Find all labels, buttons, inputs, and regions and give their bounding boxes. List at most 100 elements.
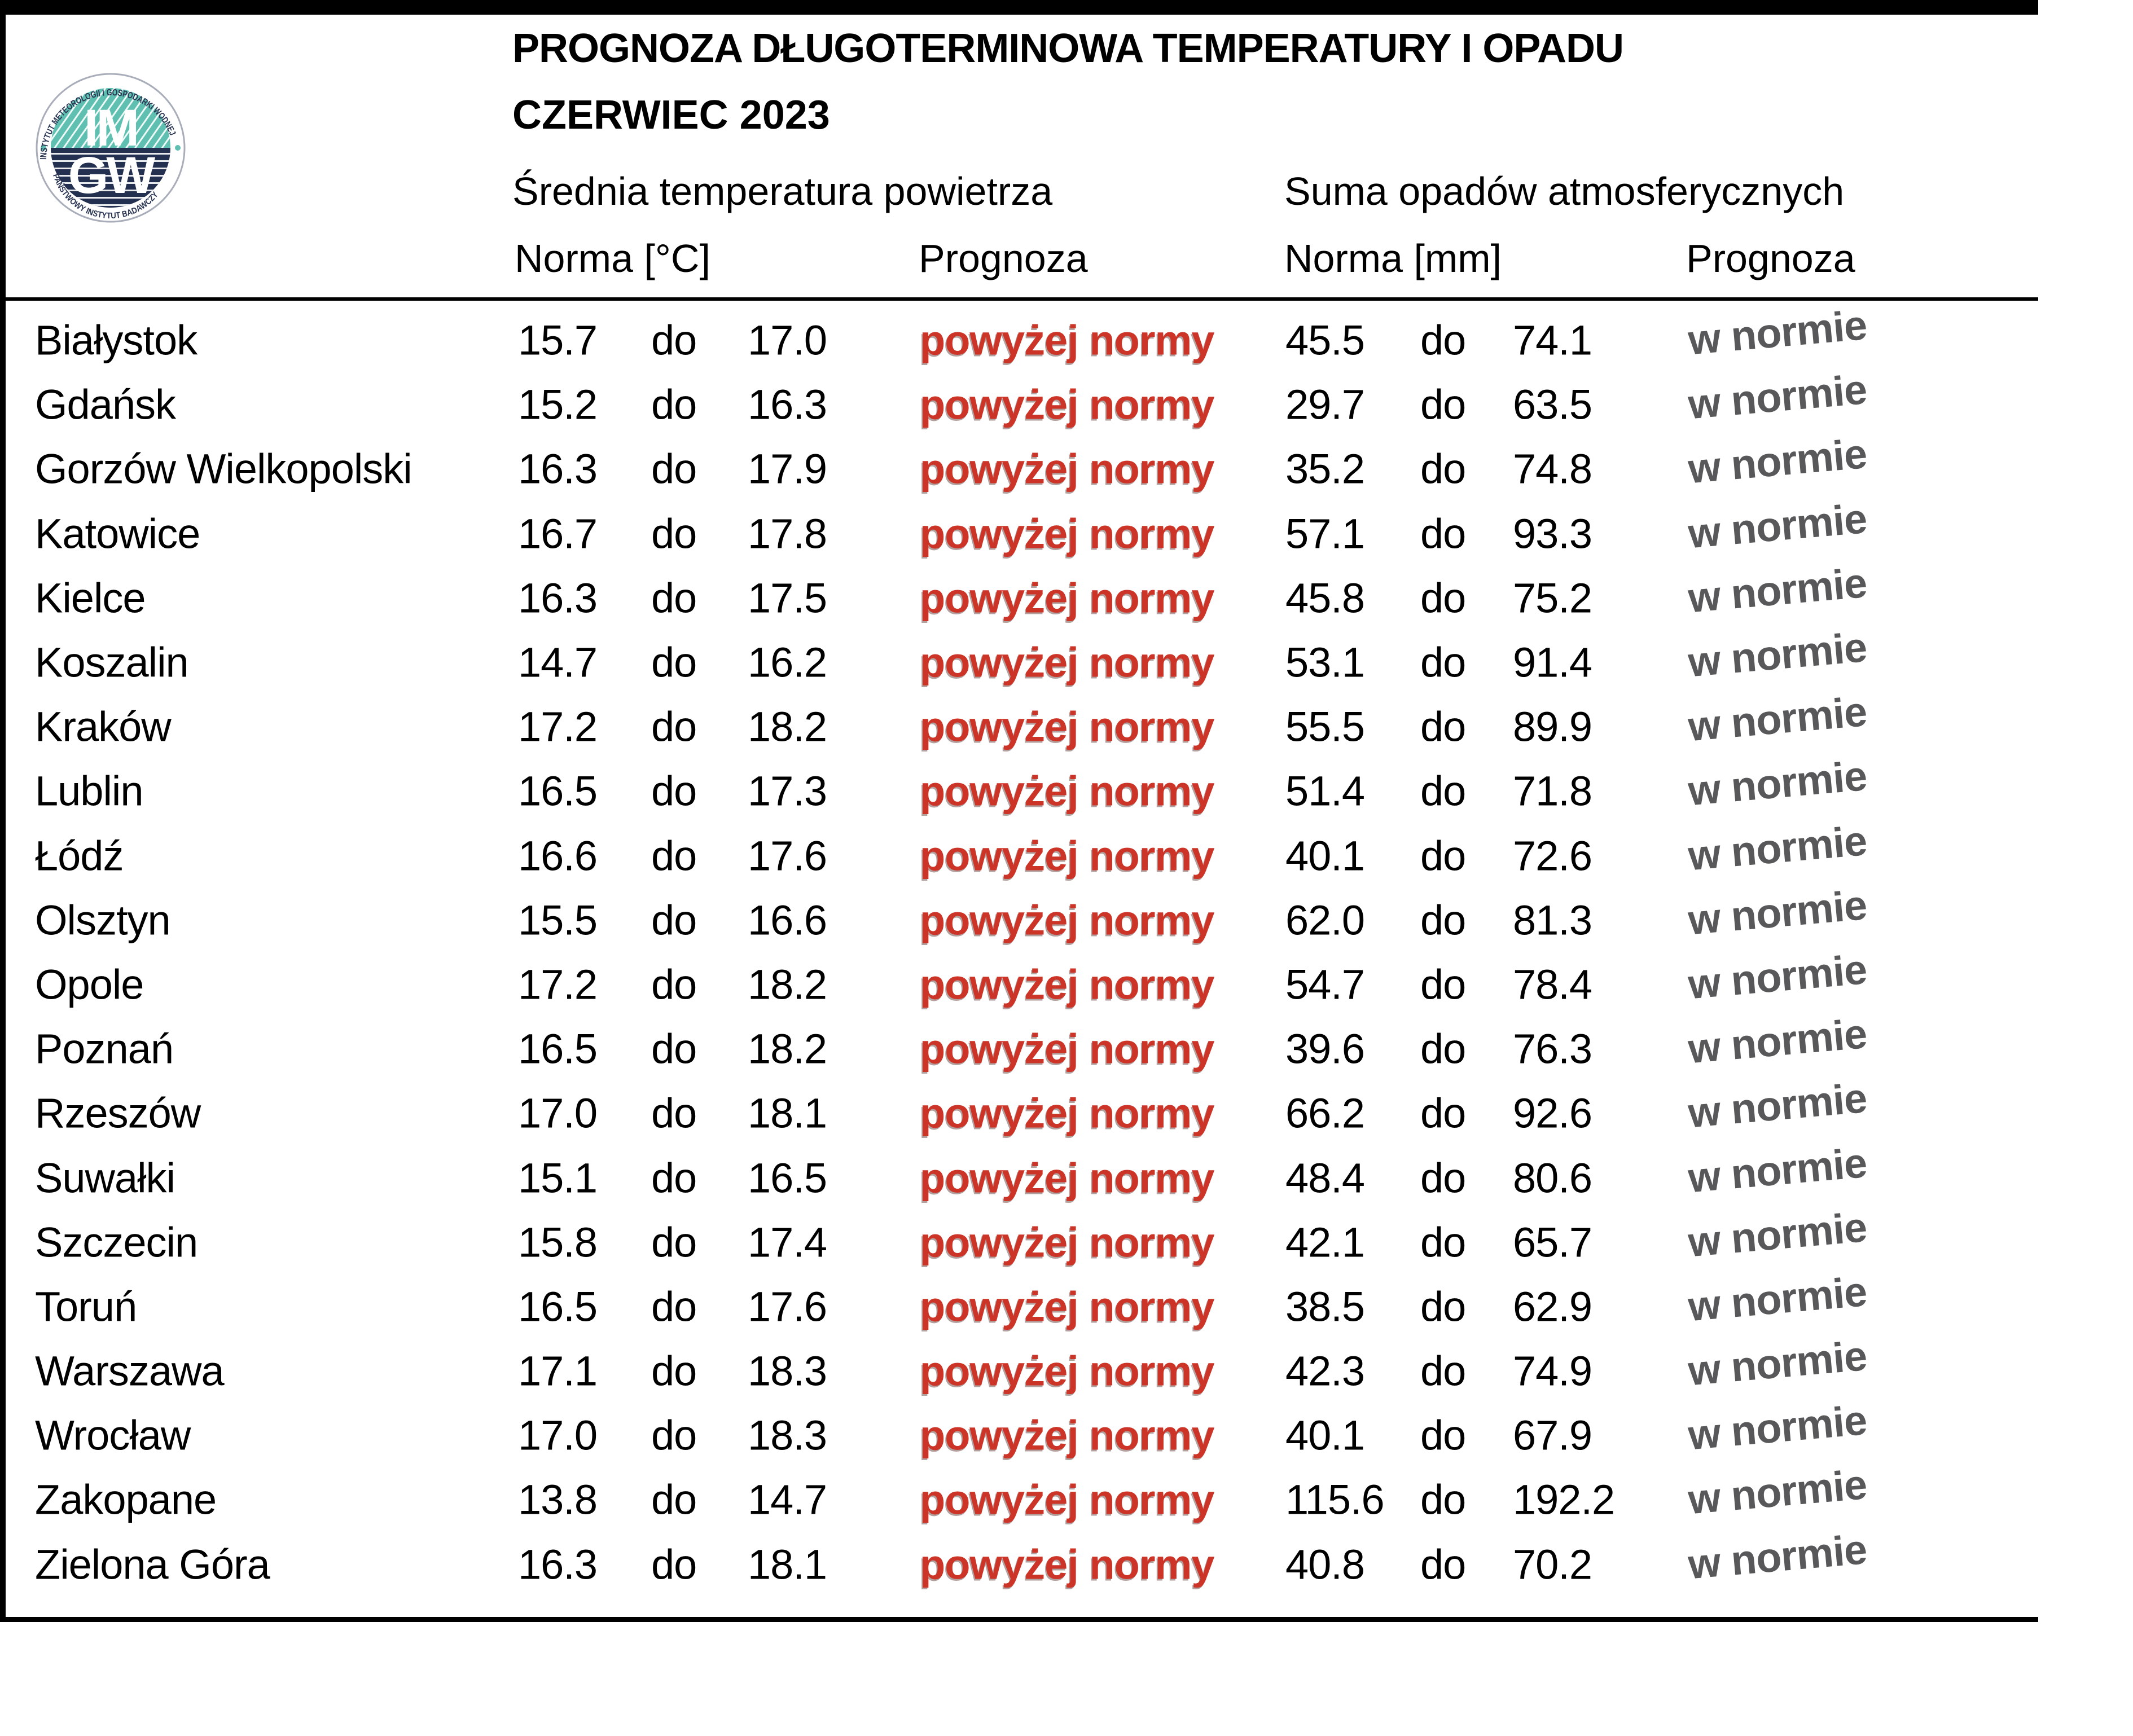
temp-norm-max: 18.1 (748, 1089, 827, 1137)
temp-range-separator: do (651, 1025, 697, 1073)
precip-norm-min: 42.1 (1285, 1219, 1365, 1266)
table-row: Białystok 15.7 do 17.0 powyżej normy 45.… (0, 301, 2133, 372)
precip-norm-min: 66.2 (1285, 1089, 1365, 1137)
temp-forecast-value: powyżej normy (920, 1476, 1215, 1523)
city-name: Kraków (35, 703, 172, 750)
precip-norm-min: 45.5 (1285, 317, 1365, 364)
precip-norm-min: 57.1 (1285, 510, 1365, 557)
city-name: Suwałki (35, 1154, 175, 1202)
city-name: Opole (35, 961, 144, 1008)
table-row: Kraków 17.2 do 18.2 powyżej normy 55.5 d… (0, 688, 2133, 759)
precip-norm-max: 89.9 (1513, 703, 1592, 750)
column-header-temp-forecast: Prognoza (919, 236, 1088, 280)
precip-norm-min: 62.0 (1285, 896, 1365, 944)
temp-range-separator: do (651, 896, 697, 944)
temp-norm-max: 17.0 (748, 317, 827, 364)
temp-range-separator: do (651, 1476, 697, 1523)
table-row: Kielce 16.3 do 17.5 powyżej normy 45.8 d… (0, 559, 2133, 630)
precip-forecast-value: w normie (1686, 1267, 1869, 1330)
precip-range-separator: do (1420, 510, 1466, 557)
precip-norm-max: 65.7 (1513, 1219, 1592, 1266)
precip-forecast-value: w normie (1686, 688, 1869, 750)
temp-forecast-value: powyżej normy (920, 832, 1215, 880)
temp-range-separator: do (651, 1089, 697, 1137)
temp-norm-min: 16.3 (518, 445, 598, 493)
precip-forecast-value: w normie (1686, 816, 1869, 879)
temp-norm-min: 16.5 (518, 767, 598, 815)
temp-range-separator: do (651, 1154, 697, 1202)
precip-range-separator: do (1420, 961, 1466, 1008)
temp-forecast-value: powyżej normy (920, 703, 1215, 750)
precip-forecast-value: w normie (1686, 881, 1869, 944)
temp-norm-max: 18.3 (748, 1347, 827, 1395)
table-row: Olsztyn 15.5 do 16.6 powyżej normy 62.0 … (0, 881, 2133, 952)
temp-range-separator: do (651, 510, 697, 557)
temp-norm-min: 15.7 (518, 317, 598, 364)
temp-norm-max: 17.4 (748, 1219, 827, 1266)
precip-norm-max: 91.4 (1513, 639, 1592, 686)
column-header-precip-forecast: Prognoza (1686, 236, 1855, 280)
precip-norm-max: 67.9 (1513, 1412, 1592, 1459)
temp-norm-max: 17.9 (748, 445, 827, 493)
precip-forecast-value: w normie (1686, 301, 1869, 364)
temp-range-separator: do (651, 574, 697, 622)
precip-range-separator: do (1420, 703, 1466, 750)
city-name: Warszawa (35, 1347, 225, 1395)
forecast-rows: Białystok 15.7 do 17.0 powyżej normy 45.… (0, 301, 2133, 1597)
top-border-rule (0, 0, 2038, 15)
precip-norm-min: 45.8 (1285, 574, 1365, 622)
temp-norm-min: 15.1 (518, 1154, 598, 1202)
temp-range-separator: do (651, 1347, 697, 1395)
precip-norm-min: 53.1 (1285, 639, 1365, 686)
temp-range-separator: do (651, 961, 697, 1008)
precip-range-separator: do (1420, 1541, 1466, 1588)
temp-forecast-value: powyżej normy (920, 1089, 1215, 1137)
precip-norm-min: 51.4 (1285, 767, 1365, 815)
bottom-border-rule (0, 1617, 2038, 1622)
temp-forecast-value: powyżej normy (920, 510, 1215, 557)
city-name: Koszalin (35, 639, 189, 686)
precip-norm-max: 74.1 (1513, 317, 1592, 364)
page-subtitle-month: CZERWIEC 2023 (512, 93, 830, 138)
temp-forecast-value: powyżej normy (920, 574, 1215, 622)
precip-range-separator: do (1420, 1347, 1466, 1395)
table-row: Zakopane 13.8 do 14.7 powyżej normy 115.… (0, 1461, 2133, 1532)
precip-forecast-value: w normie (1686, 752, 1869, 815)
city-name: Rzeszów (35, 1089, 201, 1137)
temp-norm-min: 17.0 (518, 1089, 598, 1137)
table-row: Koszalin 14.7 do 16.2 powyżej normy 53.1… (0, 623, 2133, 695)
precip-forecast-value: w normie (1686, 1074, 1869, 1137)
temp-forecast-value: powyżej normy (920, 445, 1215, 493)
city-name: Szczecin (35, 1219, 198, 1266)
precip-norm-min: 115.6 (1285, 1476, 1385, 1523)
precip-norm-min: 40.1 (1285, 832, 1365, 880)
column-header-precip-norm: Norma [mm] (1284, 236, 1502, 280)
precip-norm-min: 35.2 (1285, 445, 1365, 493)
precip-forecast-value: w normie (1686, 1139, 1869, 1201)
temp-range-separator: do (651, 1541, 697, 1588)
temp-norm-max: 16.3 (748, 381, 827, 428)
precip-norm-max: 74.9 (1513, 1347, 1592, 1395)
imgw-logo: INSTYTUT METEOROLOGII I GOSPODARKI WODNE… (36, 73, 186, 223)
temp-norm-min: 16.3 (518, 574, 598, 622)
temp-norm-max: 16.5 (748, 1154, 827, 1202)
city-name: Toruń (35, 1283, 137, 1330)
temp-forecast-value: powyżej normy (920, 1025, 1215, 1073)
section-header-precipitation: Suma opadów atmosferycznych (1284, 169, 1845, 213)
precip-norm-min: 40.1 (1285, 1412, 1365, 1459)
precip-norm-min: 42.3 (1285, 1347, 1365, 1395)
precip-norm-max: 75.2 (1513, 574, 1592, 622)
precip-norm-max: 76.3 (1513, 1025, 1592, 1073)
precip-norm-min: 55.5 (1285, 703, 1365, 750)
table-row: Katowice 16.7 do 17.8 powyżej normy 57.1… (0, 495, 2133, 566)
table-row: Szczecin 15.8 do 17.4 powyżej normy 42.1… (0, 1203, 2133, 1274)
table-row: Warszawa 17.1 do 18.3 powyżej normy 42.3… (0, 1332, 2133, 1403)
header-separator-rule (0, 297, 2038, 301)
precip-forecast-value: w normie (1686, 946, 1869, 1008)
temp-forecast-value: powyżej normy (920, 1412, 1215, 1459)
table-row: Gorzów Wielkopolski 16.3 do 17.9 powyżej… (0, 430, 2133, 501)
table-row: Poznań 16.5 do 18.2 powyżej normy 39.6 d… (0, 1010, 2133, 1081)
section-header-temperature: Średnia temperatura powietrza (512, 169, 1053, 213)
temp-norm-max: 18.2 (748, 961, 827, 1008)
precip-range-separator: do (1420, 1025, 1466, 1073)
